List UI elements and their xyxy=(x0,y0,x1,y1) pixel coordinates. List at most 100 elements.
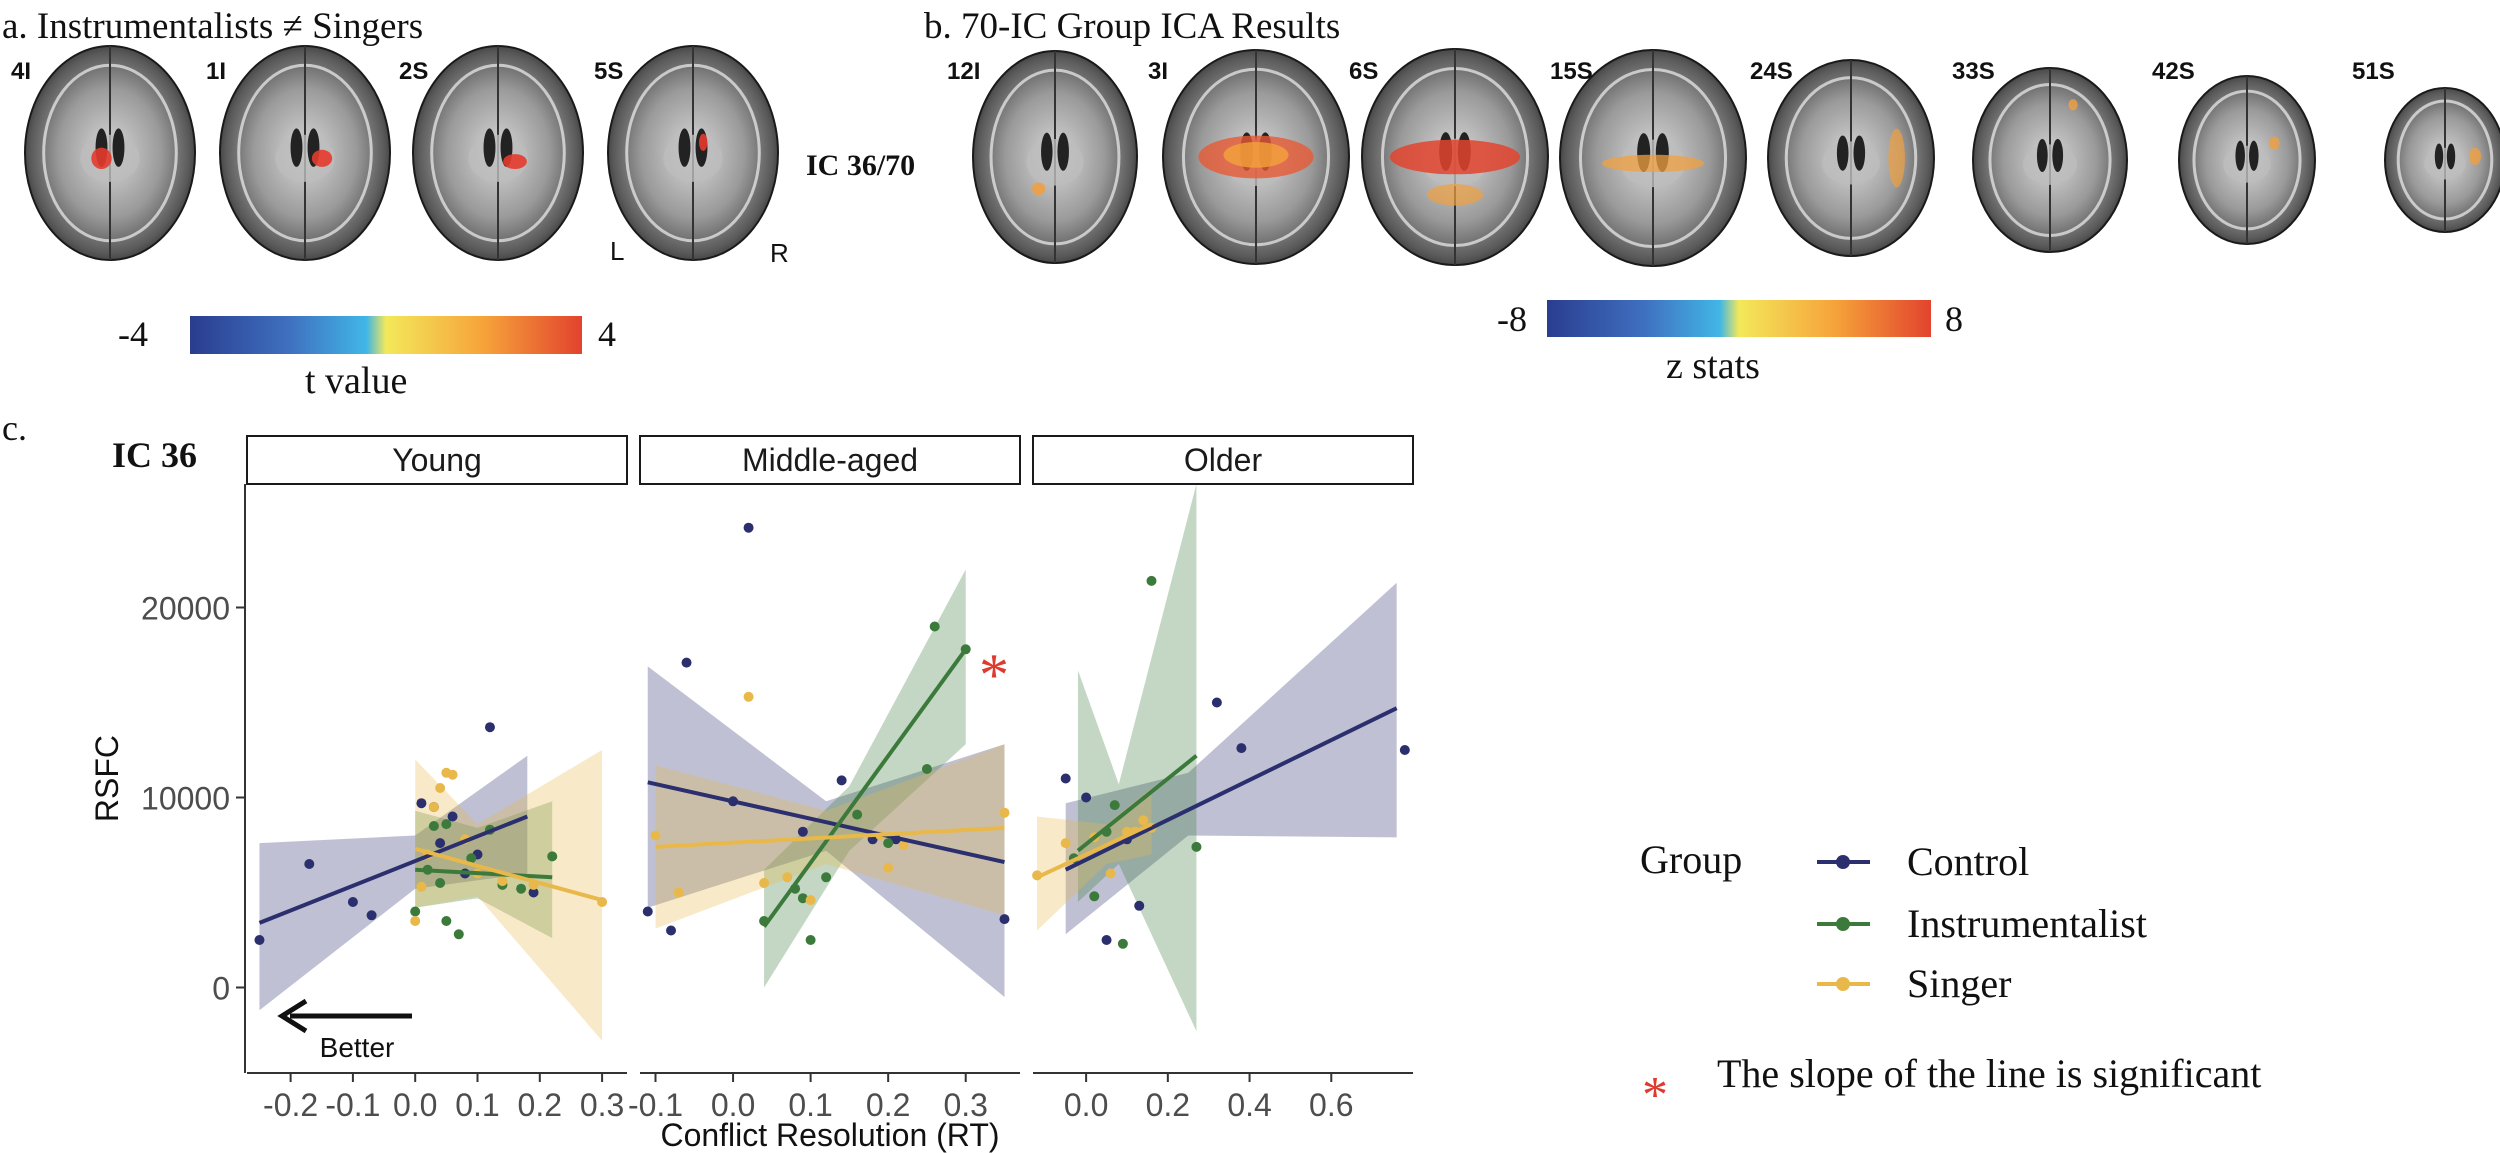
fit-line-singer xyxy=(655,825,1005,849)
data-point-instrumentalist xyxy=(821,872,832,883)
panel-a-slice-label: 5S xyxy=(594,58,623,85)
x-tick-label: 0.3 xyxy=(943,1087,987,1123)
data-point-instrumentalist xyxy=(797,893,808,904)
data-point-control xyxy=(416,798,427,809)
data-point-instrumentalist xyxy=(921,764,932,774)
panel-b-title: b. 70-IC Group ICA Results xyxy=(924,6,1340,47)
panel-b-brain-slices: 12I 3I 6S 15S 24S 33S 42S 51S xyxy=(947,48,2500,267)
x-tick-label: 0.2 xyxy=(866,1087,910,1123)
facet-strip-label: Young xyxy=(392,442,482,478)
data-point-control xyxy=(528,887,539,898)
z-stats-colorbar xyxy=(1547,300,1931,337)
panel-b-slice-2 xyxy=(1162,49,1350,265)
t-colorbar-label: t value xyxy=(305,360,407,402)
panel-b-slice-8 xyxy=(2384,87,2500,233)
data-point-singer xyxy=(782,872,793,883)
data-point-control xyxy=(999,914,1010,925)
data-point-singer xyxy=(999,807,1010,818)
data-point-control xyxy=(1060,773,1071,784)
data-point-singer xyxy=(447,769,458,780)
data-point-instrumentalist xyxy=(547,851,558,862)
data-point-instrumentalist xyxy=(1191,841,1202,852)
data-point-control xyxy=(484,722,495,733)
data-point-control xyxy=(666,925,677,936)
data-point-instrumentalist xyxy=(435,878,446,888)
better-label: Better xyxy=(320,1032,395,1063)
data-point-instrumentalist xyxy=(1089,891,1100,902)
significance-asterisk: * xyxy=(979,642,1009,708)
data-point-control xyxy=(836,775,847,786)
panel-a-slice-4 xyxy=(607,45,779,261)
panel-a-slice-label: 2S xyxy=(399,58,428,85)
fit-line-control xyxy=(1064,706,1398,872)
data-point-control xyxy=(435,838,446,849)
fit-line-instrumentalist xyxy=(1076,754,1198,853)
x-tick-label: 0.0 xyxy=(1064,1087,1108,1123)
panel-b-slice-label: 33S xyxy=(1952,58,1995,85)
data-point-singer xyxy=(650,830,661,841)
facet-young: Young -0.2 -0.1 0.0 0.1 0.2 0.3 xyxy=(246,435,628,1123)
data-point-instrumentalist xyxy=(441,916,452,926)
x-tick-label: -0.2 xyxy=(263,1087,318,1123)
data-point-singer xyxy=(759,878,770,888)
data-point-control xyxy=(743,522,754,533)
data-point-control xyxy=(254,935,265,945)
legend-item-control: Control xyxy=(1817,839,2029,884)
legend-item-instrumentalist: Instrumentalist xyxy=(1817,901,2147,946)
data-point-instrumentalist xyxy=(883,838,894,849)
confidence-band-control xyxy=(1065,582,1397,935)
data-point-instrumentalist xyxy=(1146,575,1157,586)
y-tick-label: 10000 xyxy=(141,781,230,817)
data-point-control xyxy=(1134,900,1145,911)
panel-b-slice-label: 24S xyxy=(1750,58,1793,85)
data-point-instrumentalist xyxy=(453,929,464,940)
z-colorbar-max: 8 xyxy=(1945,299,1963,339)
y-tick-label: 0 xyxy=(212,971,230,1007)
x-tick-label: 0.4 xyxy=(1227,1087,1271,1123)
x-tick-label: 0.1 xyxy=(788,1087,832,1123)
z-colorbar-label: z stats xyxy=(1666,345,1760,387)
panel-b-slice-label: 42S xyxy=(2152,58,2195,85)
panel-b-slice-3 xyxy=(1361,48,1549,266)
x-tick-label: 0.0 xyxy=(711,1087,755,1123)
data-point-control xyxy=(642,906,653,917)
x-tick-label: 0.6 xyxy=(1309,1087,1353,1123)
panel-a-slice-3 xyxy=(412,45,584,261)
fit-line-instrumentalist xyxy=(762,648,968,928)
panel-b-slice-4 xyxy=(1559,49,1747,267)
x-tick-label: 0.1 xyxy=(455,1087,499,1123)
z-colorbar-min: -8 xyxy=(1497,299,1527,339)
data-point-singer xyxy=(410,916,421,926)
confidence-band-control xyxy=(259,755,528,1011)
confidence-band-instrumentalist xyxy=(415,801,553,939)
data-point-singer xyxy=(743,691,754,702)
legend-item-label: Instrumentalist xyxy=(1907,901,2147,946)
facet-strip xyxy=(1032,435,1414,485)
t-colorbar-max: 4 xyxy=(598,314,616,354)
orientation-right-label: R xyxy=(770,238,789,268)
facet-strip-label: Older xyxy=(1184,442,1263,478)
x-tick-label: 0.2 xyxy=(518,1087,562,1123)
data-point-control xyxy=(304,859,315,869)
better-arrow xyxy=(277,998,412,1034)
legend-item-label: Control xyxy=(1907,839,2029,884)
panel-b-slice-6 xyxy=(1972,67,2128,253)
data-point-singer xyxy=(673,887,684,898)
legend-swatch-dot xyxy=(1836,917,1850,931)
facet-middle-aged: Middle-aged -0.1 0.0 0.1 0.2 0.3 xyxy=(628,435,1021,1123)
panel-a-slice-label: 4I xyxy=(11,58,31,85)
data-point-control xyxy=(366,910,377,921)
fit-line-control xyxy=(647,780,1005,865)
legend-note-text: The slope of the line is significant xyxy=(1717,1051,2261,1096)
legend-item-singer: Singer xyxy=(1817,961,2011,1006)
data-point-instrumentalist xyxy=(852,809,863,820)
x-tick-label: 0.0 xyxy=(393,1087,437,1123)
confidence-band-singer xyxy=(415,750,603,1041)
confidence-band-control xyxy=(647,666,1005,997)
panel-a-slice-2 xyxy=(219,45,391,261)
panel-b-slice-7 xyxy=(2178,75,2316,245)
data-point-control xyxy=(347,897,358,907)
panel-b-slice-label: 6S xyxy=(1349,58,1378,85)
t-value-colorbar xyxy=(190,316,582,354)
